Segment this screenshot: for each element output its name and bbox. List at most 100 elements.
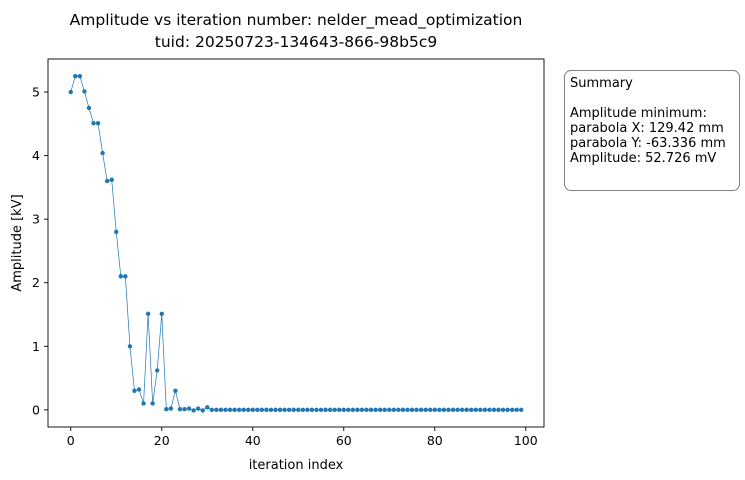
data-point <box>168 406 174 411</box>
data-point <box>300 407 306 413</box>
data-point <box>255 407 260 413</box>
data-point <box>400 407 406 413</box>
plot-area-frame <box>47 58 545 428</box>
data-point <box>505 407 510 413</box>
data-point <box>341 407 346 413</box>
data-point <box>350 407 356 413</box>
data-point <box>200 408 205 413</box>
data-point <box>109 177 114 182</box>
data-point <box>246 407 251 413</box>
data-point <box>478 407 483 413</box>
data-point <box>195 406 201 411</box>
data-point <box>236 407 242 413</box>
data-point <box>77 73 83 79</box>
data-point <box>459 407 465 413</box>
data-point <box>82 89 87 94</box>
summary-line-parabola-x: parabola X: 129.42 mm <box>570 121 724 136</box>
data-point <box>259 407 265 413</box>
data-point <box>264 407 269 413</box>
data-point <box>232 407 237 413</box>
data-point <box>432 407 437 413</box>
series-line <box>70 75 522 411</box>
data-point <box>214 407 219 413</box>
data-point <box>473 407 478 413</box>
x-axis-ticks: 0 20 40 60 80 100 <box>67 427 538 448</box>
data-point <box>141 401 146 406</box>
data-point <box>387 407 392 413</box>
data-point <box>514 407 519 413</box>
summary-heading: Summary <box>570 76 633 91</box>
data-point <box>296 407 301 413</box>
data-point <box>318 407 324 413</box>
y-tick-label: 0 <box>32 402 40 417</box>
data-point <box>500 407 506 413</box>
data-point <box>209 407 215 413</box>
data-point <box>127 344 133 349</box>
data-point <box>123 274 128 279</box>
y-axis-label: Amplitude [kV] <box>10 194 25 291</box>
summary-line-minimum: Amplitude minimum: <box>570 106 707 121</box>
data-point <box>519 407 524 413</box>
data-point <box>205 405 210 410</box>
data-point <box>132 388 137 393</box>
data-point <box>509 407 515 413</box>
data-point <box>487 407 492 413</box>
data-point <box>377 407 383 413</box>
data-point <box>118 274 124 279</box>
x-tick-label: 60 <box>336 433 352 448</box>
data-point <box>355 407 360 413</box>
summary-line-parabola-y: parabola Y: -63.336 mm <box>570 136 726 151</box>
data-point <box>455 407 460 413</box>
data-point <box>382 407 387 413</box>
data-point <box>423 407 428 413</box>
data-point <box>437 407 442 413</box>
data-point <box>291 407 296 413</box>
data-point <box>223 407 228 413</box>
data-point <box>327 407 333 413</box>
data-point <box>86 105 92 111</box>
data-point <box>100 150 105 156</box>
data-point <box>104 178 110 184</box>
summary-spacer <box>570 91 734 106</box>
series-layer <box>68 73 524 413</box>
data-point <box>250 407 255 413</box>
y-tick-label: 5 <box>32 85 40 100</box>
data-point <box>282 407 287 413</box>
data-point <box>323 407 328 413</box>
data-point <box>91 120 96 126</box>
chart-title-line2: tuid: 20250723-134643-866-98b5c9 <box>155 33 437 51</box>
data-point <box>396 407 401 413</box>
data-point <box>114 229 119 235</box>
data-point <box>191 408 196 413</box>
data-point <box>150 401 155 406</box>
data-point <box>373 407 378 413</box>
data-point <box>450 407 456 413</box>
data-point <box>405 407 410 413</box>
data-point <box>314 407 319 413</box>
data-point <box>332 407 337 413</box>
chart-title-line1: Amplitude vs iteration number: nelder_me… <box>70 11 523 30</box>
data-point <box>159 311 164 317</box>
y-tick-label: 1 <box>32 339 40 354</box>
data-point <box>414 407 419 413</box>
data-point <box>496 407 501 413</box>
data-point <box>491 407 497 413</box>
data-point <box>73 73 78 79</box>
data-point <box>145 311 151 317</box>
data-point <box>182 407 187 412</box>
data-point <box>482 407 488 413</box>
data-point <box>391 407 397 413</box>
x-tick-label: 100 <box>514 433 538 448</box>
x-tick-label: 40 <box>245 433 261 448</box>
data-point <box>359 407 365 413</box>
y-axis-ticks: 0 1 2 3 4 5 <box>32 85 48 417</box>
data-point <box>409 407 415 413</box>
data-point <box>218 407 224 413</box>
x-tick-label: 0 <box>67 433 75 448</box>
x-tick-label: 80 <box>427 433 443 448</box>
data-point <box>346 407 351 413</box>
data-point <box>177 407 183 412</box>
x-tick-label: 20 <box>154 433 170 448</box>
data-point <box>268 407 274 413</box>
data-point <box>227 407 233 413</box>
